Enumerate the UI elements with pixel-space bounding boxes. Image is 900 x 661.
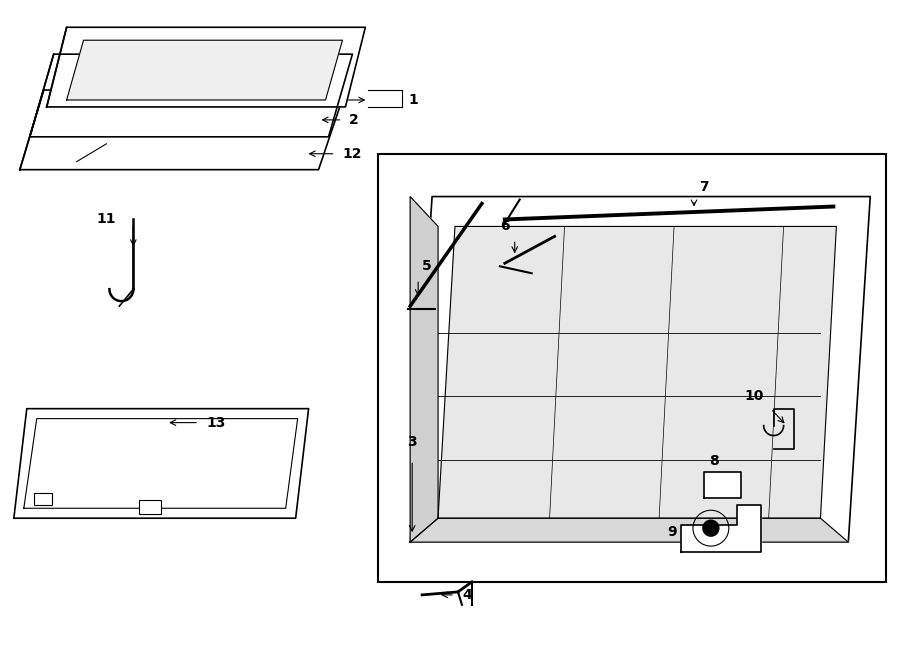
Text: 1: 1 bbox=[409, 93, 418, 107]
Bar bbox=[34, 493, 51, 505]
Bar bbox=[378, 154, 886, 582]
Bar bbox=[140, 500, 161, 514]
Text: 8: 8 bbox=[709, 454, 719, 469]
Polygon shape bbox=[47, 27, 365, 107]
Text: 2: 2 bbox=[348, 113, 358, 127]
Text: 13: 13 bbox=[206, 416, 225, 430]
Polygon shape bbox=[410, 196, 438, 542]
Polygon shape bbox=[704, 473, 741, 498]
Polygon shape bbox=[681, 505, 760, 552]
Text: 7: 7 bbox=[699, 180, 708, 194]
Polygon shape bbox=[30, 54, 353, 137]
Text: 6: 6 bbox=[500, 219, 509, 233]
Text: 5: 5 bbox=[422, 259, 432, 273]
Text: 11: 11 bbox=[96, 212, 116, 227]
Text: 9: 9 bbox=[668, 525, 677, 539]
Polygon shape bbox=[14, 408, 309, 518]
Text: 4: 4 bbox=[462, 588, 472, 602]
Text: 3: 3 bbox=[408, 434, 417, 449]
Text: 12: 12 bbox=[343, 147, 362, 161]
Polygon shape bbox=[410, 196, 870, 542]
Polygon shape bbox=[20, 90, 346, 170]
Polygon shape bbox=[410, 518, 849, 542]
Circle shape bbox=[703, 520, 719, 536]
Polygon shape bbox=[438, 227, 836, 518]
Text: 10: 10 bbox=[744, 389, 764, 403]
Polygon shape bbox=[67, 40, 343, 100]
